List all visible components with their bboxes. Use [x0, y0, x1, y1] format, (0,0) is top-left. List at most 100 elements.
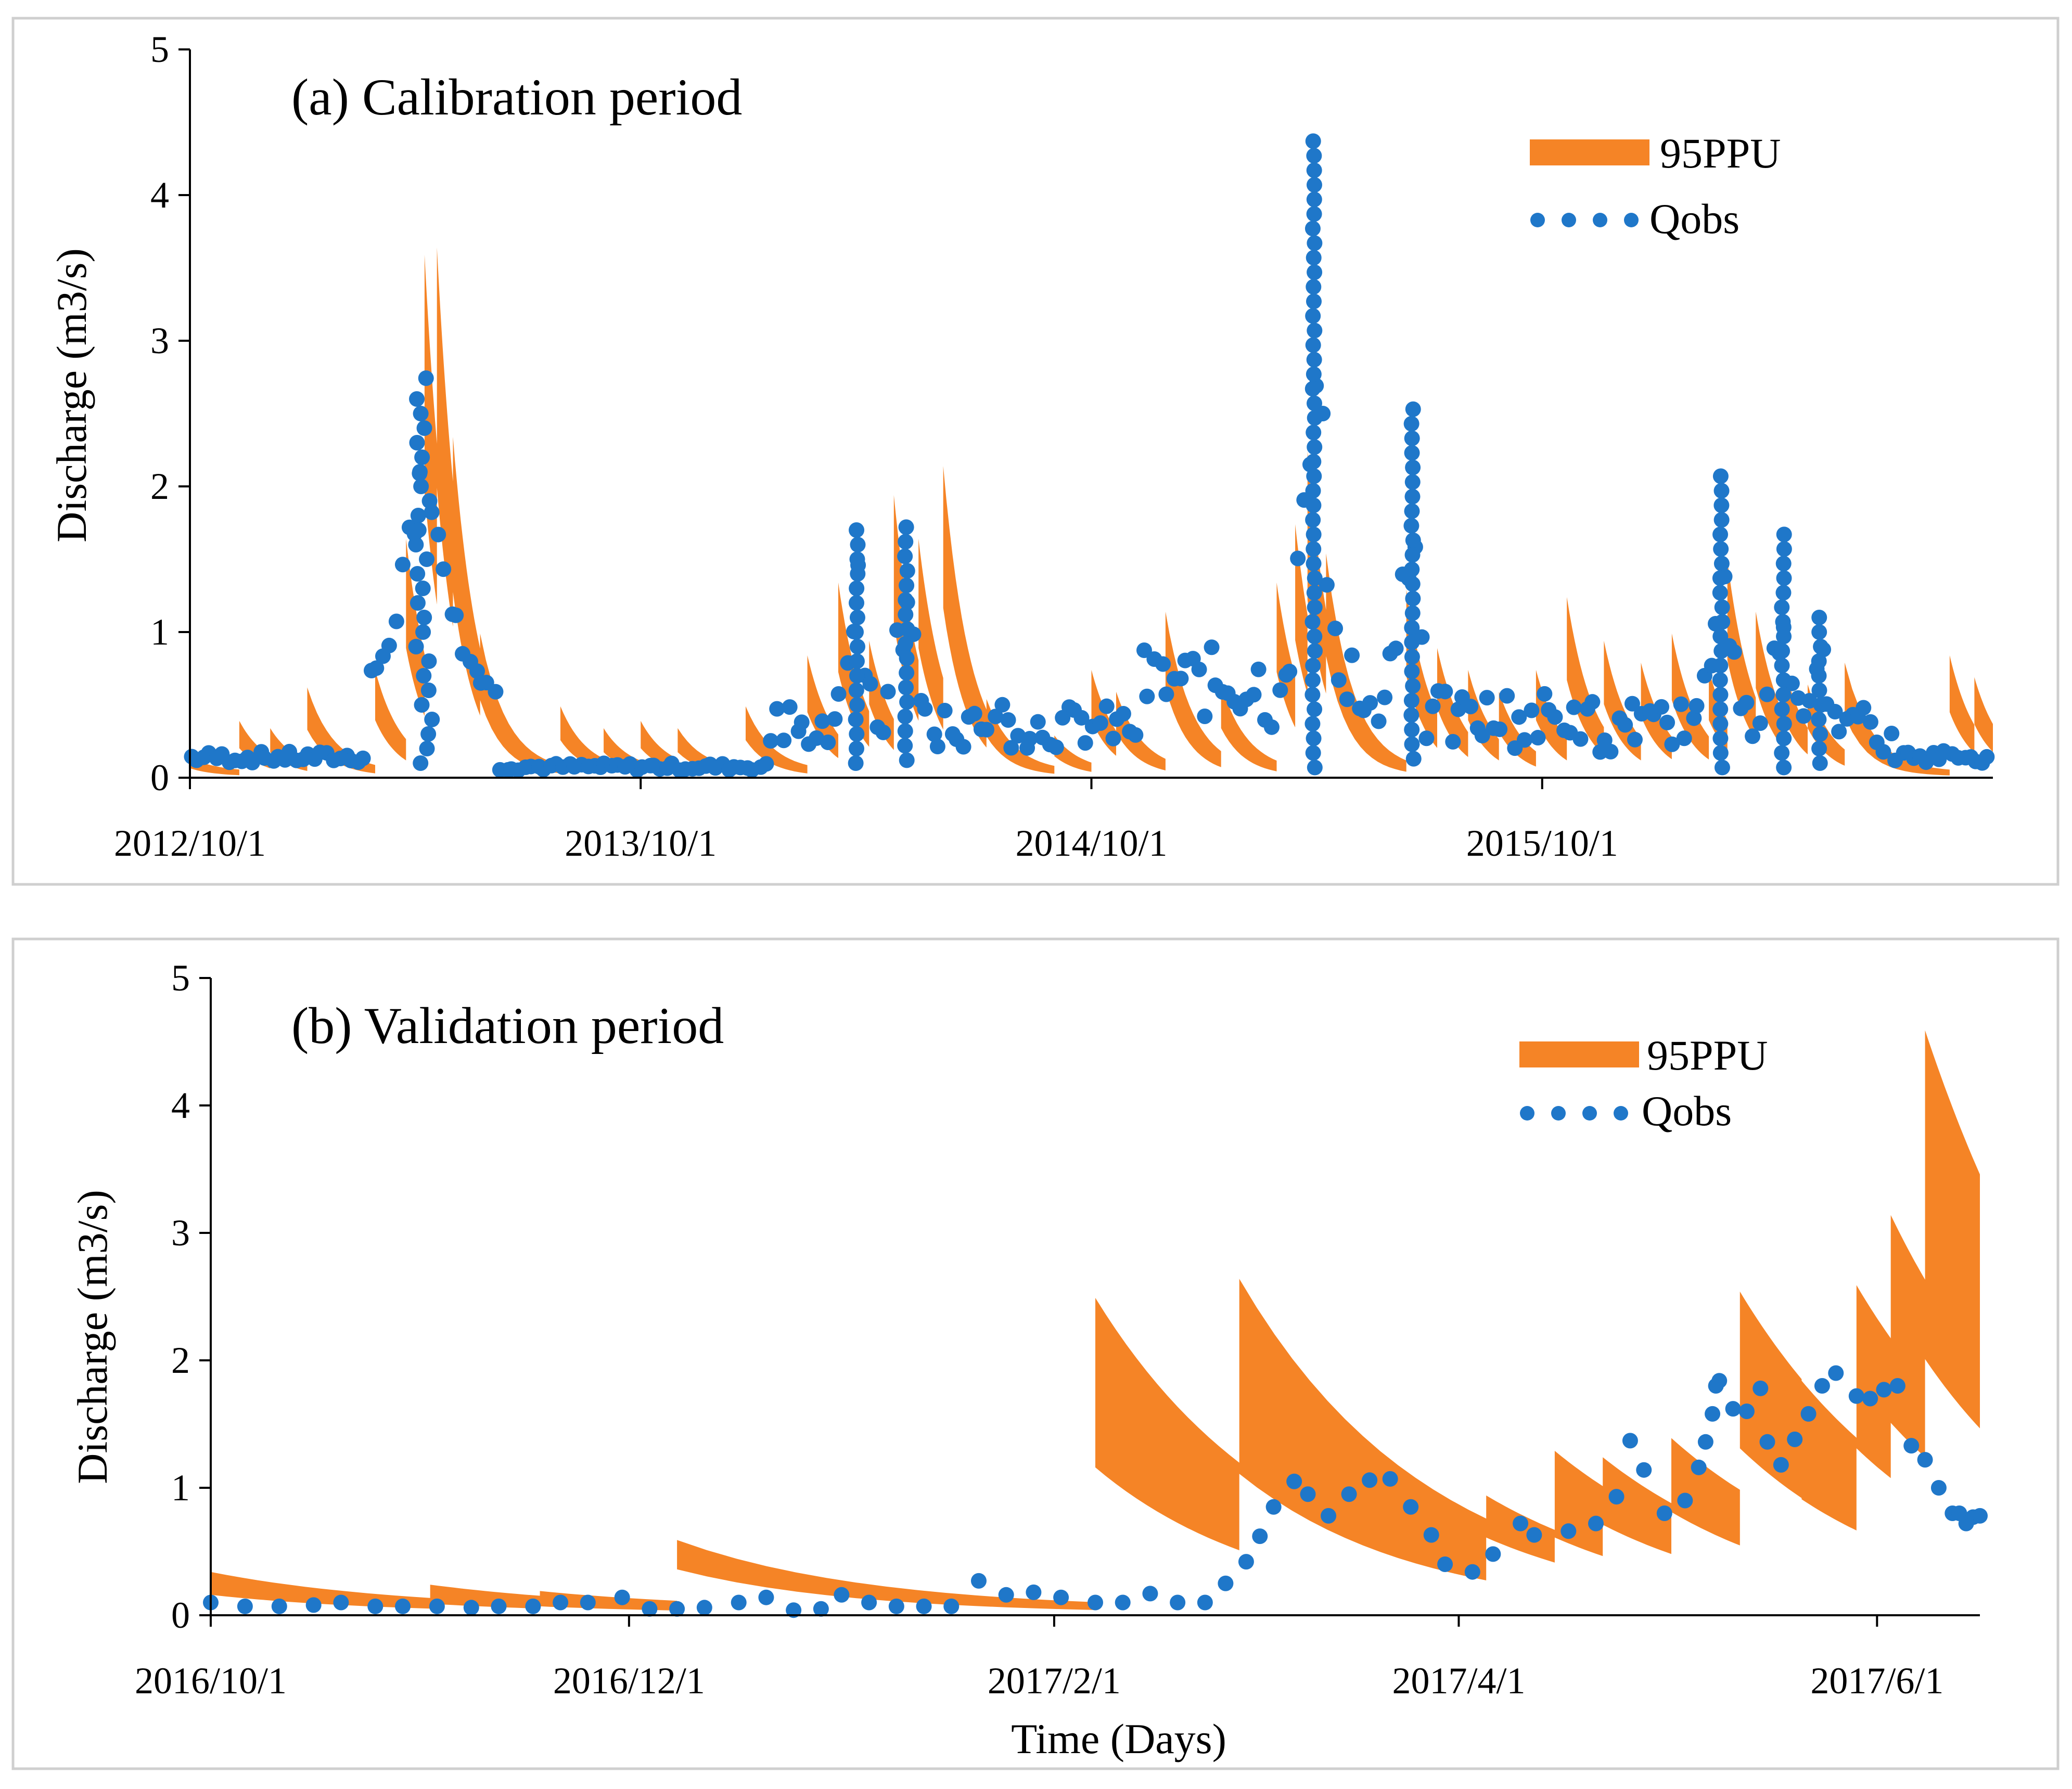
- qobs-point: [1715, 614, 1731, 630]
- qobs-point: [1686, 710, 1702, 726]
- qobs-point: [849, 610, 865, 625]
- qobs-point: [416, 610, 432, 625]
- qobs-point: [1437, 684, 1453, 700]
- qobs-point: [381, 637, 397, 653]
- qobs-point: [409, 391, 425, 407]
- qobs-point: [834, 1587, 850, 1603]
- y-tick-label: 5: [171, 957, 190, 999]
- qobs-point: [1776, 760, 1792, 776]
- qobs-point: [861, 1594, 877, 1611]
- qobs-point: [1418, 730, 1435, 747]
- qobs-point: [1304, 687, 1321, 703]
- qobs-point: [1341, 1486, 1357, 1502]
- qobs-points-group: [184, 133, 1995, 778]
- qobs-point: [1828, 1365, 1844, 1381]
- qobs-point: [1304, 381, 1321, 397]
- legend-swatch-qobs: [1530, 213, 1639, 227]
- legend-swatch-95ppu: [1519, 1041, 1639, 1067]
- x-tick-label: 2012/10/1: [114, 822, 266, 864]
- qobs-point: [1584, 694, 1601, 710]
- qobs-point: [1077, 735, 1093, 751]
- qobs-point: [1307, 439, 1323, 455]
- qobs-point: [413, 479, 429, 494]
- qobs-point: [1306, 352, 1322, 368]
- qobs-point: [1405, 751, 1422, 767]
- qobs-point: [978, 722, 994, 738]
- validation-panel: 0 1 2 3 4 5 2016/10/1 2016/12/1 2017/2/1 2017/4/1…: [11, 937, 2060, 1770]
- qobs-point: [848, 712, 864, 727]
- qobs-point: [1022, 730, 1038, 747]
- qobs-point: [1479, 690, 1495, 706]
- qobs-point: [1305, 337, 1321, 353]
- qobs-point: [897, 709, 913, 725]
- y-axis-title: Discharge (m3/s): [48, 248, 95, 543]
- qobs-point: [1388, 640, 1404, 657]
- qobs-point: [1331, 672, 1347, 688]
- qobs-point: [1306, 424, 1322, 441]
- qobs-point: [1697, 1434, 1713, 1450]
- qobs-point: [1305, 658, 1321, 674]
- qobs-point: [1139, 688, 1155, 704]
- qobs-point: [1306, 730, 1322, 747]
- qobs-point: [1304, 672, 1321, 688]
- qobs-point: [410, 566, 426, 582]
- qobs-point: [899, 650, 915, 666]
- qobs-point: [830, 686, 847, 702]
- qobs-point: [1128, 727, 1144, 743]
- legend-dot: [1562, 213, 1576, 227]
- qobs-point: [436, 561, 452, 577]
- qobs-point: [1622, 1433, 1638, 1449]
- qobs-point: [848, 624, 864, 640]
- qobs-point: [1306, 497, 1322, 513]
- qobs-point: [1903, 1438, 1920, 1454]
- qobs-point: [1263, 719, 1280, 735]
- qobs-point: [1170, 1594, 1186, 1611]
- qobs-point: [1204, 639, 1220, 655]
- qobs-point: [1689, 698, 1705, 714]
- qobs-point: [413, 755, 429, 771]
- axes-group: 0 1 2 3 4 5 2012/10/1 2013/10/1 2014/10/1 2015/10…: [114, 29, 1993, 864]
- qobs-point: [1053, 1589, 1069, 1605]
- qobs-point: [1547, 709, 1563, 725]
- qobs-point: [880, 684, 896, 700]
- qobs-point: [1572, 731, 1589, 747]
- y-tick-label: 0: [150, 757, 169, 799]
- qobs-point: [1752, 715, 1768, 731]
- qobs-point: [1026, 1584, 1042, 1600]
- legend: 95PPU Qobs: [1530, 130, 1781, 242]
- qobs-point: [1561, 1523, 1577, 1539]
- y-tick-label: 1: [171, 1467, 190, 1509]
- x-tick-label: 2017/4/1: [1392, 1660, 1525, 1702]
- qobs-point: [998, 1587, 1014, 1603]
- legend-swatch-95ppu: [1530, 139, 1649, 165]
- qobs-point: [430, 526, 446, 543]
- qobs-point: [1306, 148, 1322, 164]
- qobs-point: [1010, 728, 1026, 744]
- qobs-point: [1304, 221, 1321, 237]
- qobs-point: [1712, 468, 1729, 484]
- qobs-point: [642, 1601, 658, 1617]
- qobs-point: [1191, 661, 1207, 677]
- y-tick-label: 1: [150, 611, 169, 653]
- y-tick-label: 4: [150, 174, 169, 216]
- qobs-point: [731, 1594, 747, 1611]
- qobs-point: [1776, 541, 1792, 557]
- qobs-point: [1339, 691, 1355, 707]
- legend-dot: [1582, 1106, 1597, 1121]
- qobs-point: [1712, 628, 1729, 645]
- qobs-point: [849, 668, 865, 684]
- legend-dot: [1530, 213, 1545, 227]
- qobs-point: [1774, 745, 1790, 761]
- qobs-point: [1492, 721, 1508, 737]
- qobs-point: [899, 752, 915, 768]
- qobs-point: [1711, 1373, 1728, 1389]
- legend: 95PPU Qobs: [1519, 1032, 1768, 1135]
- qobs-point: [1307, 395, 1323, 411]
- x-tick-label: 2013/10/1: [565, 822, 717, 864]
- qobs-point: [394, 1598, 411, 1614]
- qobs-point: [1405, 401, 1421, 417]
- qobs-point: [1811, 653, 1827, 669]
- qobs-point: [1712, 716, 1729, 732]
- legend-label-95ppu: 95PPU: [1647, 1032, 1768, 1079]
- qobs-point: [1425, 698, 1441, 714]
